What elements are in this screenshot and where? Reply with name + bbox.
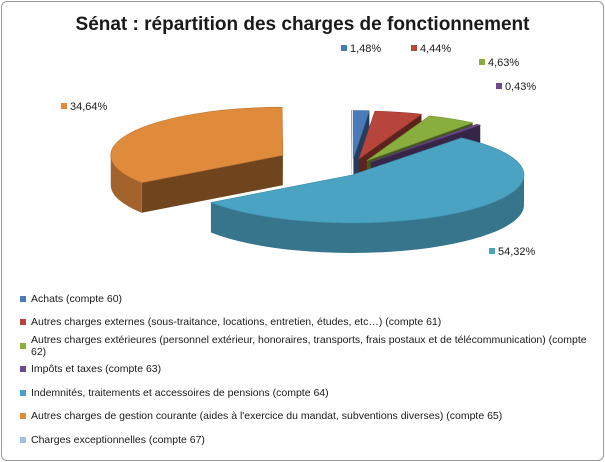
legend-label-1: Achats (compte 60) xyxy=(31,292,123,305)
data-label-marker-4 xyxy=(496,83,502,89)
data-label-marker-5 xyxy=(489,248,495,254)
data-label-marker-1 xyxy=(341,45,347,51)
data-label-5: 54,32% xyxy=(498,246,536,258)
data-label-1: 1,48% xyxy=(350,43,381,55)
legend-item-6: Autres charges de gestion courante (aide… xyxy=(20,405,600,429)
slice-5-outer-wall xyxy=(210,175,524,254)
data-label-2: 4,44% xyxy=(420,43,451,55)
slice-7-top xyxy=(350,110,353,159)
legend-item-4: Impôts et taxes (compte 63) xyxy=(20,358,600,382)
legend-swatch-3 xyxy=(20,342,26,349)
legend-item-7: Charges exceptionnelles (compte 67) xyxy=(20,428,600,452)
pie-chart: 1,48% 4,44% 4,63% 0,43% 54,32% 34,64% xyxy=(61,43,536,258)
legend-item-2: Autres charges externes (sous-traitance,… xyxy=(20,311,600,335)
data-label-marker-2 xyxy=(411,45,417,51)
legend-item-3: Autres charges extérieures (personnel ex… xyxy=(20,334,600,358)
slice-4-top xyxy=(370,123,482,163)
legend-swatch-2 xyxy=(20,319,26,326)
data-label-3: 4,63% xyxy=(488,57,519,69)
legend-swatch-6 xyxy=(20,413,26,420)
legend-swatch-5 xyxy=(20,389,26,396)
slice-1-side-end xyxy=(353,110,370,189)
slice-3-top xyxy=(366,115,474,161)
legend-label-2: Autres charges externes (sous-traitance,… xyxy=(31,316,442,329)
legend-label-6: Autres charges de gestion courante (aide… xyxy=(31,410,503,423)
legend-label-5: Indemnités, traitements et accessoires d… xyxy=(31,386,329,399)
legend-label-7: Charges exceptionnelles (compte 67) xyxy=(31,433,205,446)
data-label-marker-6 xyxy=(61,103,67,109)
slice-5-top xyxy=(209,137,525,224)
slice-6-side-start xyxy=(141,155,283,213)
legend-item-5: Indemnités, traitements et accessoires d… xyxy=(20,381,600,405)
legend-label-3: Autres charges extérieures (personnel ex… xyxy=(31,333,587,358)
data-label-6: 34,64% xyxy=(70,101,108,113)
legend-label-4: Impôts et taxes (compte 63) xyxy=(31,363,162,376)
chart-title: Sénat : répartition des charges de fonct… xyxy=(75,14,530,35)
legend-swatch-1 xyxy=(20,295,26,302)
slice-1-top xyxy=(353,110,370,159)
legend-swatch-7 xyxy=(20,436,26,443)
data-label-marker-3 xyxy=(479,59,485,65)
chart-legend: Achats (compte 60) Autres charges externe… xyxy=(20,287,600,452)
slice-6-top xyxy=(110,106,284,184)
data-label-4: 0,43% xyxy=(505,81,536,93)
legend-item-1: Achats (compte 60) xyxy=(20,287,600,311)
slice-2-top xyxy=(358,110,423,160)
legend-swatch-4 xyxy=(20,366,26,373)
